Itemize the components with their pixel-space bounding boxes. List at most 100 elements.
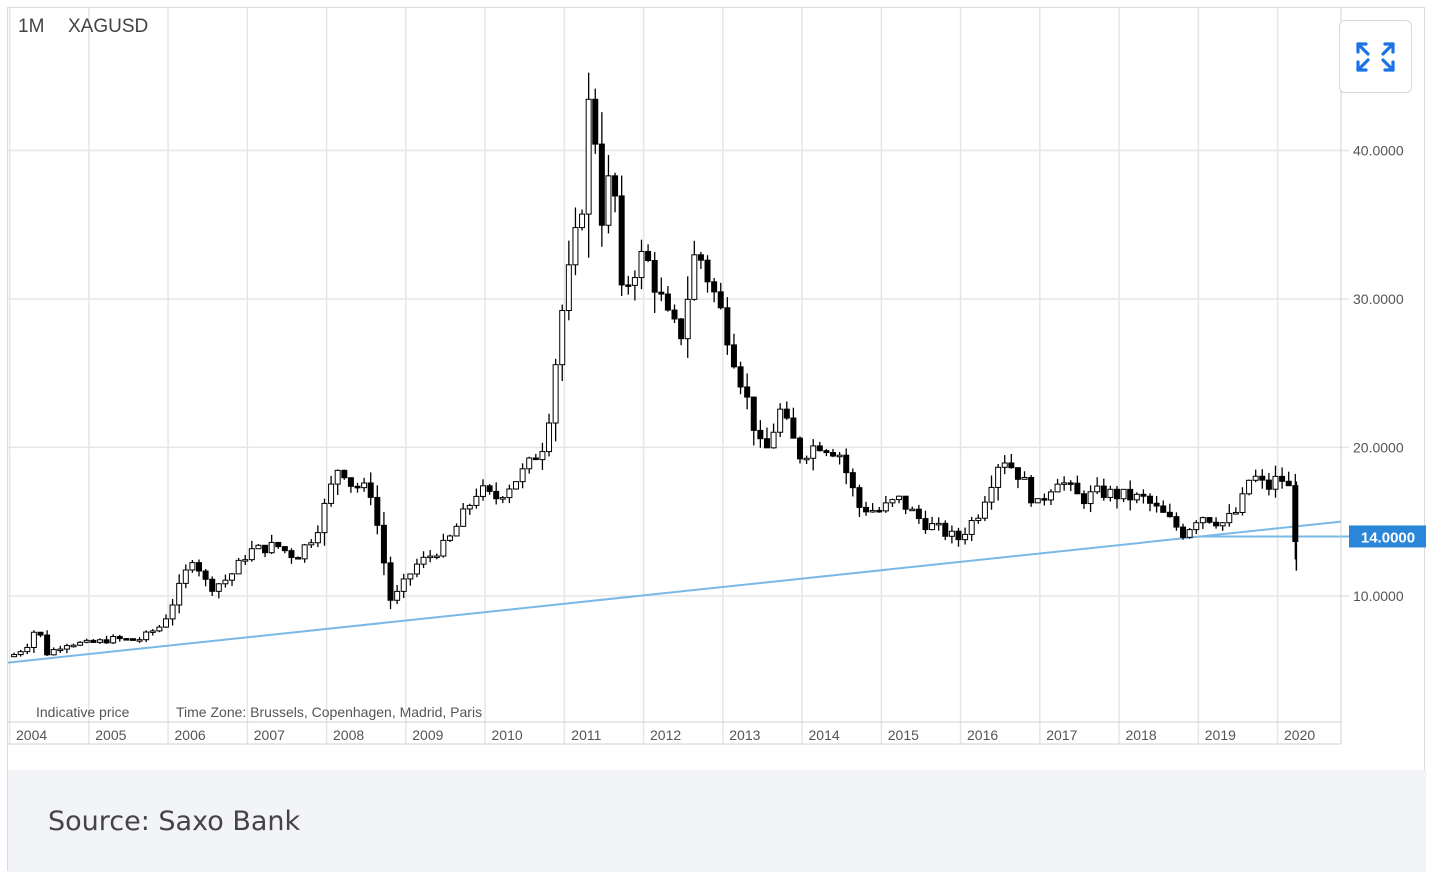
candle-body	[1226, 512, 1233, 524]
caption-footer: Source: Saxo Bank	[8, 770, 1426, 872]
candle-body	[1008, 462, 1015, 469]
candle-body	[466, 504, 473, 510]
x-tick-label: 2018	[1126, 727, 1157, 743]
candle-body	[1054, 483, 1061, 493]
candle-body	[565, 264, 572, 312]
candle-body	[876, 509, 883, 513]
candle-body	[968, 520, 975, 535]
current-price-badge	[1349, 525, 1426, 548]
candle-body	[1180, 526, 1187, 538]
candle-body	[796, 437, 803, 460]
candle-body	[744, 386, 751, 398]
timezone-note: Time Zone: Brussels, Copenhagen, Madrid,…	[176, 704, 482, 720]
candle-body	[63, 645, 70, 650]
candle-body	[863, 506, 870, 513]
candle-body	[162, 618, 169, 628]
candle-body	[658, 291, 665, 295]
candle-body	[255, 544, 262, 550]
x-tick-label: 2010	[492, 727, 523, 743]
candle-body	[684, 298, 691, 340]
candle-body	[1279, 475, 1286, 482]
candle-body	[935, 522, 942, 526]
candle-body	[1127, 488, 1134, 501]
candle-body	[110, 636, 117, 644]
candle-body	[347, 477, 354, 487]
candle-body	[11, 654, 18, 658]
candle-body	[1080, 493, 1087, 505]
candle-body	[1206, 517, 1213, 523]
candle-body	[37, 631, 44, 636]
y-tick-label: 10.0000	[1353, 588, 1404, 604]
candle-body	[882, 502, 889, 512]
candle-body	[1265, 479, 1272, 490]
candle-body	[446, 535, 453, 541]
x-tick-label: 2014	[809, 727, 840, 743]
candle-body	[737, 366, 744, 388]
candle-body	[321, 502, 328, 534]
candle-body	[1067, 482, 1074, 485]
candle-body	[1232, 511, 1239, 515]
expand-arrows-icon	[1356, 42, 1395, 72]
candle-body	[275, 541, 282, 548]
candle-body	[182, 569, 189, 584]
candle-body	[1160, 505, 1167, 513]
candle-body	[519, 468, 526, 483]
candle-body	[440, 539, 447, 557]
candle-body	[374, 496, 381, 526]
candle-body	[889, 499, 896, 504]
candle-body	[77, 641, 84, 646]
candle-body	[763, 438, 770, 449]
candle-body	[770, 431, 777, 449]
candle-body	[189, 562, 196, 571]
candle-body	[1107, 488, 1114, 498]
candle-body	[697, 254, 704, 261]
candle-body	[176, 582, 183, 606]
candle-body	[869, 509, 876, 513]
candle-body	[1113, 488, 1120, 500]
candle-body	[1001, 462, 1008, 468]
candle-body	[308, 542, 315, 546]
candle-body	[579, 213, 586, 229]
candle-body	[704, 259, 711, 283]
candle-body	[1166, 511, 1173, 518]
candle-body	[691, 254, 698, 300]
candle-body	[420, 556, 427, 565]
candle-body	[1252, 475, 1259, 481]
candle-body	[678, 318, 685, 340]
expand-button[interactable]	[1339, 20, 1412, 93]
candle-body	[750, 396, 757, 431]
candle-body	[843, 454, 850, 474]
candle-body	[354, 485, 361, 489]
current-price-label: 14.0000	[1361, 529, 1415, 546]
candle-body	[229, 573, 236, 581]
candle-body	[730, 344, 737, 368]
candle-body	[83, 639, 90, 643]
candle-body	[149, 630, 156, 633]
candle-body	[1246, 479, 1253, 495]
trend-lines	[8, 520, 1349, 664]
candle-body	[1213, 521, 1220, 527]
candle-body	[1087, 491, 1094, 505]
chart-card: 2004 2005 2006 2007 2008 2009 2010 2011 2012 2013…	[7, 7, 1426, 872]
candle-body	[532, 457, 539, 461]
candle-body	[1272, 475, 1279, 490]
candle-body	[361, 482, 368, 489]
candle-body	[367, 482, 374, 498]
candle-body	[948, 530, 955, 537]
candle-body	[103, 639, 110, 644]
x-tick-label: 2017	[1046, 727, 1077, 743]
candle-body	[1047, 491, 1054, 501]
candle-body	[896, 495, 903, 501]
candle-body	[909, 508, 916, 512]
y-tick-label: 30.0000	[1353, 291, 1404, 307]
support-trendline	[8, 520, 1342, 664]
x-tick-label: 2008	[333, 727, 364, 743]
x-tick-label: 2004	[16, 727, 47, 743]
symbol-label: XAGUSD	[68, 16, 149, 37]
candle-body	[651, 260, 658, 293]
candle-body	[856, 487, 863, 508]
candle-body	[592, 98, 599, 145]
candle-body	[1259, 475, 1266, 481]
candle-body	[235, 559, 242, 575]
candle-body	[631, 277, 638, 286]
